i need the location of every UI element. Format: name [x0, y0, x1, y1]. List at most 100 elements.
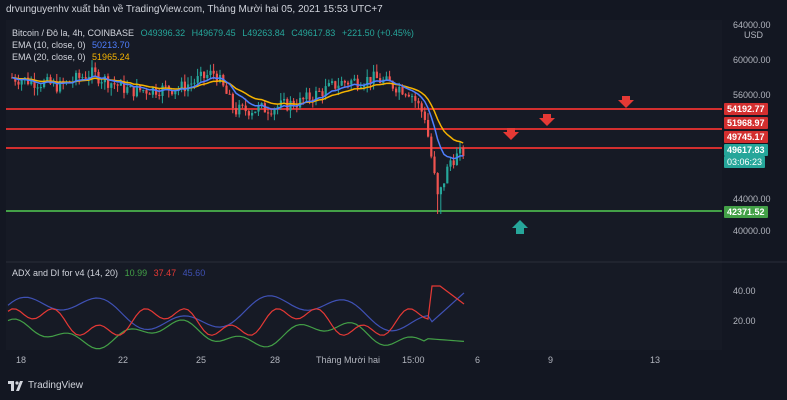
change-value: +221.50 (+0.45%) — [341, 28, 414, 38]
footer: TradingView — [0, 372, 787, 400]
indicator-value-3: 45.60 — [182, 268, 206, 278]
candle-body — [411, 96, 414, 98]
candle-body — [436, 173, 439, 195]
candle-body — [14, 77, 17, 82]
time-tick: 28 — [270, 355, 281, 365]
candle-body — [404, 94, 407, 96]
candle-body — [171, 90, 174, 95]
candle-body — [443, 183, 446, 188]
candle-body — [110, 83, 113, 88]
candle-body — [244, 105, 247, 112]
countdown-tag: 03:06:23 — [724, 156, 766, 168]
candle-body — [247, 111, 250, 116]
candle-body — [270, 113, 273, 115]
ema10-row[interactable]: EMA (10, close, 0) 50213.70 — [12, 39, 414, 51]
candle-body — [347, 82, 350, 85]
candle-body — [91, 67, 94, 77]
candle-body — [350, 80, 353, 85]
di-plus-line — [7, 318, 465, 350]
candle-body — [459, 147, 462, 154]
price-tag: 51968.97 — [724, 117, 768, 129]
candle-body — [340, 80, 343, 86]
candle-body — [353, 78, 356, 81]
low-value: L49263.84 — [242, 28, 285, 38]
candle-body — [462, 147, 465, 156]
candle-body — [59, 80, 62, 92]
candle-body — [455, 153, 458, 166]
candle-body — [327, 83, 330, 87]
candle-body — [417, 100, 420, 104]
indicator-axis-tick: 40.00 — [733, 286, 756, 296]
axis-tick: 56000.00 — [733, 90, 771, 100]
candle-body — [420, 103, 423, 112]
candle-body — [142, 90, 145, 92]
candle-body — [263, 103, 266, 113]
candle-body — [135, 85, 138, 97]
ema20-row[interactable]: EMA (20, close, 0) 51965.24 — [12, 51, 414, 63]
candle-body — [113, 83, 116, 85]
high-value: H49679.45 — [191, 28, 236, 38]
candle-body — [308, 92, 311, 100]
candle-body — [385, 76, 388, 80]
candle-body — [318, 90, 321, 92]
candle-body — [331, 81, 334, 84]
up-arrow-icon — [512, 220, 528, 234]
candle-body — [423, 111, 426, 120]
candle-body — [123, 81, 126, 93]
axis-tick: 40000.00 — [733, 226, 771, 236]
ema10-value: 50213.70 — [92, 40, 130, 50]
indicator-legend[interactable]: ADX and DI for v4 (14, 20) 10.99 37.47 4… — [12, 268, 205, 278]
time-tick: 22 — [118, 355, 129, 365]
candle-body — [337, 85, 340, 89]
candle-body — [119, 81, 122, 86]
open-value: O49396.32 — [140, 28, 186, 38]
axis-tick: 64000.00 — [733, 20, 771, 30]
candle-body — [100, 82, 103, 84]
ema10-line — [11, 75, 464, 160]
candle-body — [366, 76, 369, 86]
indicator-value-1: 10.99 — [124, 268, 148, 278]
candle-body — [439, 187, 442, 195]
ema10-label: EMA (10, close, 0) — [12, 40, 86, 50]
axis-tick: 60000.00 — [733, 55, 771, 65]
candle-body — [193, 82, 196, 84]
publisher-line: drvunguyenhv xuất bản về TradingView.com… — [0, 0, 787, 20]
chart-area[interactable] — [6, 20, 722, 350]
candle-body — [180, 81, 183, 89]
candle-body — [203, 71, 206, 79]
candle-body — [126, 87, 129, 93]
candle-body — [334, 81, 337, 89]
candle-body — [235, 108, 238, 115]
price-tag: 54192.77 — [724, 103, 768, 115]
candle-body — [228, 93, 231, 95]
brand-name: TradingView — [28, 380, 84, 391]
price-axis[interactable] — [722, 20, 787, 350]
candle-body — [174, 90, 177, 95]
candle-body — [39, 87, 42, 89]
candle-body — [206, 74, 209, 79]
candle-body — [302, 97, 305, 100]
candle-body — [379, 78, 382, 83]
down-arrow-icon — [503, 96, 634, 140]
candle-body — [356, 78, 359, 88]
candle-body — [452, 160, 455, 166]
symbol-label: Bitcoin / Đô la, 4h, COINBASE — [12, 28, 135, 38]
time-tick: 9 — [548, 355, 554, 365]
time-tick: 13 — [650, 355, 661, 365]
time-tick: 6 — [475, 355, 481, 365]
candle-body — [33, 80, 36, 88]
candle-body — [369, 76, 372, 84]
candle-body — [267, 112, 270, 114]
candle-body — [324, 86, 327, 97]
candle-body — [391, 81, 394, 89]
tradingview-logo[interactable]: TradingView — [8, 380, 83, 391]
candle-body — [43, 80, 46, 88]
candle-body — [283, 99, 286, 101]
candle-body — [87, 76, 90, 79]
candle-body — [372, 71, 375, 84]
candle-body — [145, 90, 148, 94]
indicator-value-2: 37.47 — [153, 268, 177, 278]
candle-body — [241, 104, 244, 106]
candle-body — [363, 85, 366, 88]
